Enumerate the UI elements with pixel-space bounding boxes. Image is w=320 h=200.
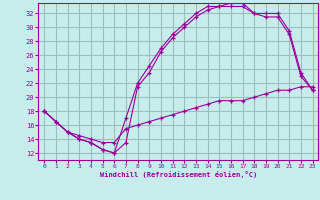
X-axis label: Windchill (Refroidissement éolien,°C): Windchill (Refroidissement éolien,°C) — [100, 171, 257, 178]
